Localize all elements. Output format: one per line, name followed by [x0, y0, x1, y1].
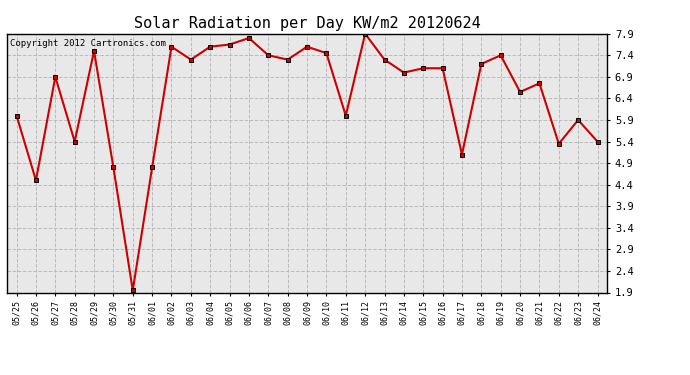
Text: Copyright 2012 Cartronics.com: Copyright 2012 Cartronics.com — [10, 39, 166, 48]
Title: Solar Radiation per Day KW/m2 20120624: Solar Radiation per Day KW/m2 20120624 — [134, 16, 480, 31]
